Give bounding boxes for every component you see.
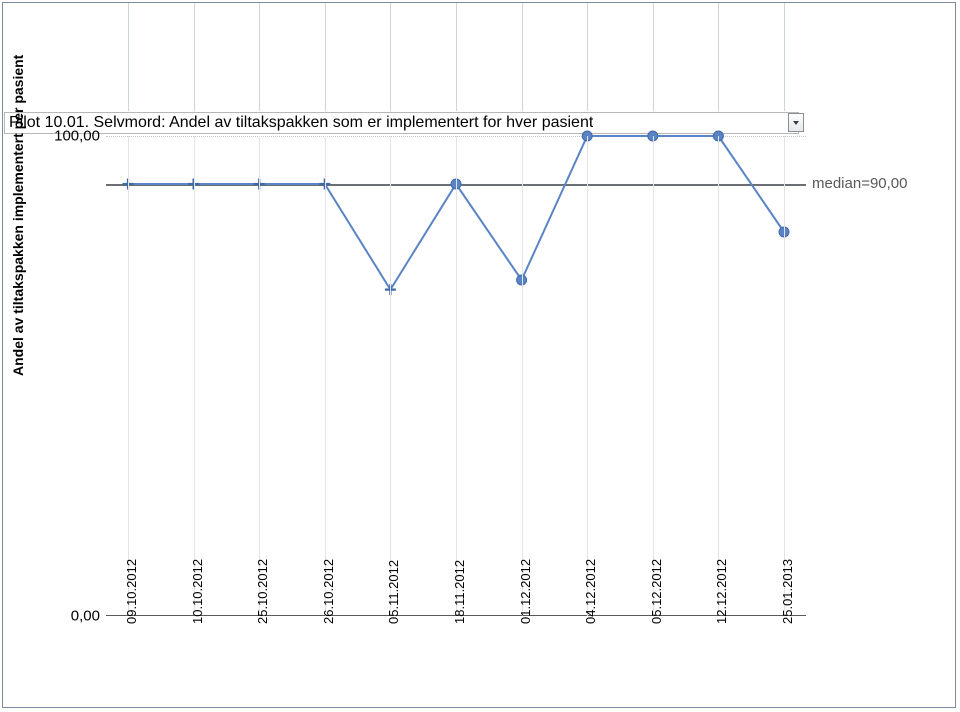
gridline-upper: [456, 3, 457, 111]
gridline-upper: [587, 3, 588, 111]
chevron-down-icon: [793, 121, 799, 125]
x-tick-label: 25.10.2012: [255, 559, 270, 624]
gridline-upper: [718, 3, 719, 111]
gridline-upper: [128, 3, 129, 111]
gridline-upper: [784, 3, 785, 111]
gridline: [784, 136, 785, 616]
x-tick-label: 01.12.2012: [518, 559, 533, 624]
chart-title-bar: Pilot 10.01. Selvmord: Andel av tiltaksp…: [4, 112, 799, 134]
gridline: [653, 136, 654, 616]
gridline: [128, 136, 129, 616]
x-tick-label: 05.12.2012: [649, 559, 664, 624]
gridline: [522, 136, 523, 616]
x-tick-label: 05.11.2012: [386, 560, 401, 624]
gridline-upper: [325, 3, 326, 111]
gridline: [325, 136, 326, 616]
x-tick-label: 26.10.2012: [321, 559, 336, 624]
gridline-upper: [259, 3, 260, 111]
y-axis-title: Andel av tiltakspakken implementert per …: [10, 55, 26, 376]
gridline: [718, 136, 719, 616]
y-tick-label: 0,00: [71, 608, 106, 625]
gridline-upper: [390, 3, 391, 111]
median-label: median=90,00: [812, 175, 908, 192]
gridline: [456, 136, 457, 616]
gridline: [259, 136, 260, 616]
plot-area: 09.10.201210.10.201225.10.201226.10.2012…: [106, 136, 806, 616]
gridline-upper: [194, 3, 195, 111]
x-tick-label: 09.10.2012: [124, 559, 139, 624]
gridline-upper: [653, 3, 654, 111]
x-tick-label: 18.11.2012: [452, 560, 467, 624]
gridline-upper: [522, 3, 523, 111]
x-tick-label: 12.12.2012: [714, 559, 729, 624]
x-tick-label: 04.12.2012: [583, 559, 598, 624]
gridline: [587, 136, 588, 616]
gridline: [390, 136, 391, 616]
y-tick-label: 100,00: [54, 128, 106, 145]
x-tick-label: 10.10.2012: [190, 559, 205, 624]
gridline: [194, 136, 195, 616]
x-tick-label: 25.01.2013: [780, 559, 795, 624]
title-dropdown-button[interactable]: [788, 113, 804, 132]
